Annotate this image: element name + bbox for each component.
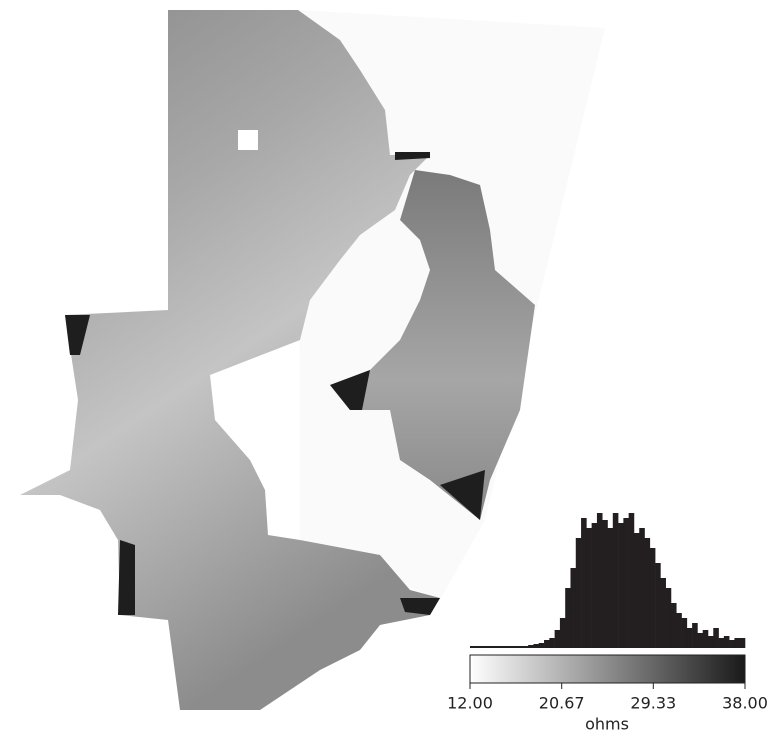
bar bbox=[502, 646, 508, 648]
bar bbox=[496, 646, 502, 648]
bar bbox=[618, 523, 624, 648]
histogram bbox=[470, 513, 745, 648]
bar bbox=[645, 538, 651, 648]
bar bbox=[692, 623, 698, 648]
bar bbox=[491, 646, 497, 648]
bar bbox=[623, 518, 629, 648]
bar bbox=[539, 643, 545, 648]
bar bbox=[613, 513, 619, 648]
bar bbox=[523, 646, 529, 648]
bar bbox=[655, 563, 661, 648]
high-zone bbox=[118, 540, 135, 615]
bar bbox=[486, 646, 492, 648]
bar bbox=[518, 646, 524, 648]
bar bbox=[650, 548, 656, 648]
bar bbox=[682, 618, 688, 648]
bar bbox=[719, 638, 725, 648]
colorbar bbox=[470, 655, 745, 683]
map: ohms 12.00 20.67 29.33 38.00 bbox=[0, 0, 767, 742]
bar bbox=[581, 518, 587, 648]
bar bbox=[544, 640, 550, 648]
bar bbox=[560, 618, 566, 648]
bar bbox=[639, 528, 645, 648]
x-tick-label: 12.00 bbox=[447, 694, 493, 713]
bar bbox=[608, 528, 614, 648]
bar bbox=[565, 588, 571, 648]
bar bbox=[570, 568, 576, 648]
bar bbox=[475, 646, 481, 648]
bar bbox=[687, 628, 693, 648]
bar bbox=[734, 638, 740, 648]
bar bbox=[592, 523, 598, 648]
x-tick-label: 29.33 bbox=[630, 694, 676, 713]
bar bbox=[528, 645, 534, 648]
axis-label: ohms bbox=[585, 715, 629, 734]
bar bbox=[549, 638, 555, 648]
bar bbox=[708, 636, 714, 648]
bar bbox=[713, 628, 719, 648]
bar bbox=[724, 636, 730, 648]
bar bbox=[729, 640, 735, 648]
bar bbox=[703, 630, 709, 648]
bar bbox=[671, 603, 677, 648]
bar bbox=[660, 578, 666, 648]
bar bbox=[533, 644, 539, 648]
bar bbox=[586, 528, 592, 648]
x-tick-label: 20.67 bbox=[539, 694, 585, 713]
bar bbox=[676, 613, 682, 648]
gap bbox=[238, 130, 258, 150]
bar bbox=[602, 520, 608, 648]
bar bbox=[512, 646, 518, 648]
bar bbox=[507, 646, 513, 648]
bar bbox=[470, 646, 476, 648]
bar bbox=[697, 633, 703, 648]
bar bbox=[576, 538, 582, 648]
bar bbox=[481, 646, 487, 648]
bar bbox=[597, 513, 603, 648]
bar bbox=[740, 638, 746, 648]
bar bbox=[555, 630, 561, 648]
bar bbox=[629, 513, 635, 648]
bar bbox=[666, 588, 672, 648]
bar bbox=[634, 533, 640, 648]
x-tick-label: 38.00 bbox=[722, 694, 767, 713]
